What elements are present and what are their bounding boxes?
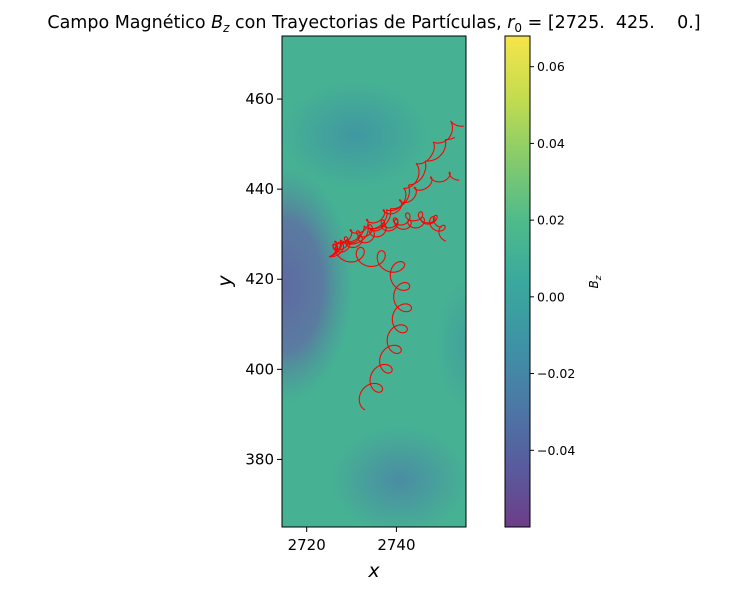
trajectory-2: [328, 136, 456, 258]
y-tick-label: 400: [245, 360, 274, 378]
colorbar-label: Bz: [587, 275, 604, 288]
title-b-sub: z: [222, 21, 230, 35]
colorbar-ticks: −0.04 −0.02 0.00 0.02 0.04 0.06: [530, 59, 575, 458]
colorbar-tick-label: −0.04: [537, 443, 575, 458]
x-tick-label: 2740: [377, 536, 415, 554]
y-tick-label: 440: [245, 180, 274, 198]
colorbar-tick-label: 0.00: [537, 289, 565, 304]
y-tick-label: 420: [245, 270, 274, 288]
title-suffix: = [2725. 425. 0.]: [522, 13, 701, 33]
x-tick-label: 2720: [288, 536, 326, 554]
title-middle: con Trayectorias de Partículas,: [229, 13, 507, 33]
trajectory-6: [329, 241, 413, 411]
trajectories: [328, 120, 464, 411]
y-axis-label: y: [214, 275, 236, 288]
y-axis-ticks: 380 400 420 440 460: [245, 90, 282, 468]
field-low-area-right: [435, 275, 466, 415]
title-r-sub: 0: [514, 21, 522, 35]
colorbar: [504, 35, 531, 528]
magnetic-field-heatmap: [282, 36, 466, 527]
x-axis-ticks: 2720 2740: [288, 527, 416, 554]
title-prefix: Campo Magnético: [47, 13, 211, 33]
colorbar-tick-label: −0.02: [537, 366, 575, 381]
trajectory-5: [328, 171, 460, 258]
title-b: B: [211, 13, 223, 33]
colorbar-tick-label: 0.02: [537, 213, 565, 228]
colorbar-label-base: B: [587, 280, 601, 288]
title-r: r: [507, 13, 516, 33]
x-axis-label: x: [367, 560, 380, 582]
field-low-area-top: [282, 80, 430, 190]
colorbar-tick-label: 0.06: [537, 59, 565, 74]
plot-frame: [281, 35, 467, 528]
trajectory-4: [329, 214, 442, 258]
y-tick-label: 460: [245, 90, 274, 108]
colorbar-tick-label: 0.04: [537, 136, 565, 151]
chart-title: Campo Magnético Bz con Trayectorias de P…: [47, 13, 700, 35]
y-tick-label: 380: [245, 450, 274, 468]
colorbar-label-sub: z: [594, 275, 604, 281]
field-low-area-bottom: [330, 425, 466, 527]
field-low-lobe-left: [282, 165, 354, 405]
